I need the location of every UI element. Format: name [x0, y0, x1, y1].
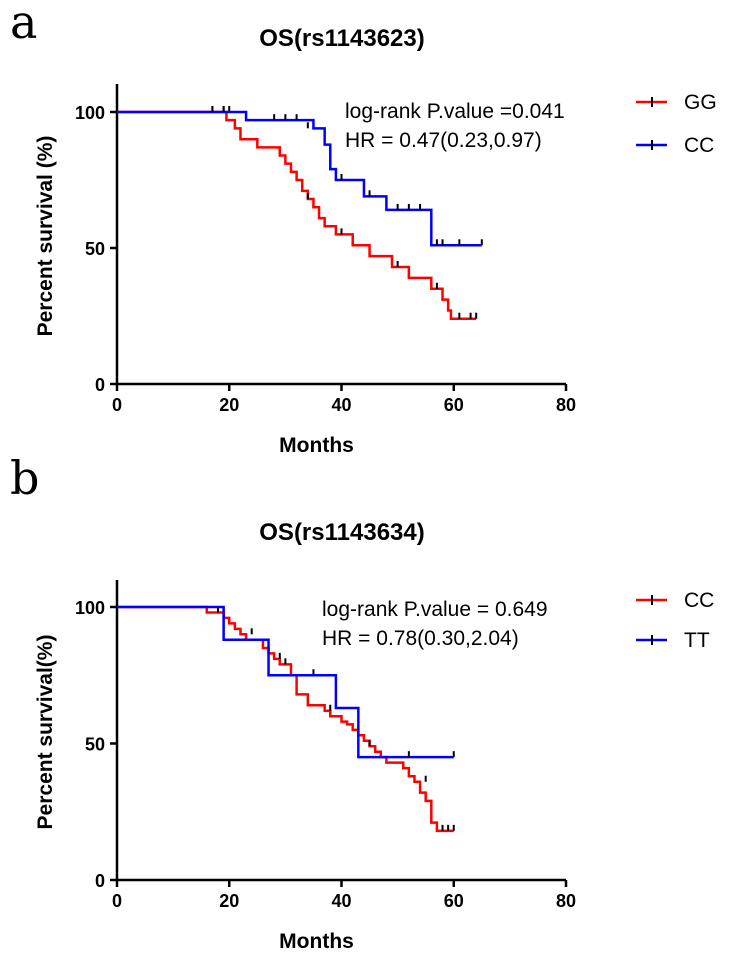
y-tick-label: 0 [95, 871, 105, 891]
y-tick-label: 0 [95, 375, 105, 395]
y-axis-label: Percent survival (%) [34, 136, 57, 337]
x-tick-label: 0 [112, 395, 122, 415]
legend-b: CC TT [636, 589, 714, 652]
x-axis-label: Months [279, 930, 354, 953]
legend-label-tt-b: TT [684, 629, 710, 652]
survival-plot-b: 0 20 40 60 80 0 50 100 Months Percent survival(%) [34, 580, 576, 953]
x-tick-label: 80 [556, 891, 576, 911]
survival-plot-a: 0 20 40 60 80 0 50 100 Months Percent survival (%… [34, 84, 576, 457]
km-curve-gg [117, 110, 477, 320]
y-axis-label: Percent survival(%) [34, 635, 57, 830]
chart-title-b: OS(rs1143634) [259, 519, 424, 546]
legend-a: GG CC [636, 91, 717, 157]
x-tick-label: 40 [331, 891, 351, 911]
x-tick-label: 80 [556, 395, 576, 415]
y-tick-label: 50 [85, 239, 105, 259]
annotation-pvalue-b: log-rank P.value = 0.649 [322, 598, 548, 621]
x-axis-label: Months [279, 434, 354, 457]
y-tick-label: 100 [75, 598, 105, 618]
legend-label-cc-b: CC [684, 589, 714, 612]
x-tick-label: 0 [112, 891, 122, 911]
x-tick-label: 60 [444, 891, 464, 911]
legend-label-cc-a: CC [684, 134, 714, 157]
x-tick-label: 40 [331, 395, 351, 415]
x-tick-label: 60 [444, 395, 464, 415]
y-tick-label: 100 [75, 103, 105, 123]
km-curve-cc [117, 605, 454, 833]
annotation-pvalue-a: log-rank P.value =0.041 [345, 100, 565, 123]
chart-title-a: OS(rs1143623) [259, 25, 424, 52]
x-tick-label: 20 [219, 395, 239, 415]
panel-letter-a: a [10, 0, 37, 49]
x-tick-label: 20 [219, 891, 239, 911]
km-curve-cc [117, 110, 482, 247]
km-curve-tt [117, 605, 454, 759]
legend-label-gg-a: GG [684, 91, 717, 114]
annotation-hr-a: HR = 0.47(0.23,0.97) [345, 129, 542, 152]
panel-letter-b: b [10, 451, 39, 505]
y-tick-label: 50 [85, 735, 105, 755]
annotation-hr-b: HR = 0.78(0.30,2.04) [322, 627, 519, 650]
